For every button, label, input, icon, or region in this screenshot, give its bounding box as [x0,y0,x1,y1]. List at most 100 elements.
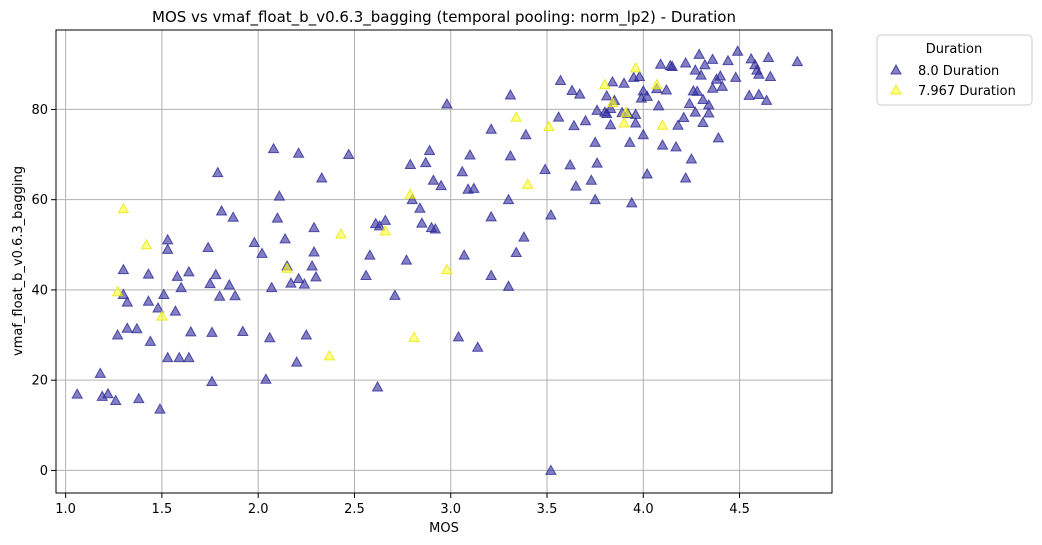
data-point-series-1 [521,178,534,189]
data-point-series-0 [625,196,638,208]
data-point-series-0 [722,54,734,66]
data-point-series-0 [306,259,318,271]
data-point-series-0 [697,93,709,104]
data-point-series-0 [184,325,197,337]
data-point-series-0 [206,375,218,387]
data-point-series-0 [427,174,440,185]
chart-title: MOS vs vmaf_float_b_v0.6.3_bagging (temp… [152,8,736,27]
data-point-series-0 [633,70,646,81]
y-tick-label: 80 [31,103,48,118]
data-point-series-1 [379,224,392,236]
data-point-series-0 [204,277,216,289]
data-point-series-0 [554,74,567,86]
data-point-series-0 [161,351,174,363]
data-point-series-0 [456,165,469,177]
data-point-series-0 [121,322,134,333]
x-tick-label: 2.0 [248,502,269,517]
data-point-series-0 [419,156,432,168]
data-point-series-1 [618,116,630,128]
data-point-series-0 [423,144,436,155]
data-point-series-0 [121,296,134,307]
data-point-series-0 [745,52,757,64]
data-point-series-0 [568,119,580,131]
data-point-series-0 [579,114,592,126]
data-point-series-0 [689,106,702,117]
data-point-series-0 [175,281,188,293]
data-point-series-1 [598,78,611,90]
data-point-series-1 [656,119,669,130]
data-point-series-0 [209,268,222,280]
data-point-series-0 [585,174,598,185]
data-point-series-0 [267,142,280,154]
data-point-series-1 [117,202,130,214]
data-point-series-0 [371,380,384,392]
data-point-series-1 [111,285,124,297]
data-point-series-0 [308,221,320,233]
data-point-series-1 [281,262,293,273]
data-point-series-0 [169,305,182,316]
data-point-series-0 [689,64,702,75]
data-point-series-0 [604,118,617,130]
data-point-series-0 [654,58,667,69]
data-point-series-0 [111,329,124,340]
data-point-series-0 [260,373,272,384]
data-point-series-0 [729,71,742,82]
data-point-series-0 [752,68,765,79]
y-axis-label: vmaf_float_b_v0.6.3_bagging [11,166,26,356]
data-point-series-0 [485,210,498,222]
data-point-series-1 [650,78,663,90]
plot-frame [55,29,833,494]
data-point-series-0 [731,45,744,56]
data-point-series-0 [589,193,602,205]
data-point-series-0 [379,214,392,225]
data-point-series-0 [471,341,484,352]
data-point-series-1 [510,111,523,122]
data-point-series-0 [236,325,249,336]
data-point-series-0 [679,171,692,183]
data-point-series-0 [279,232,291,244]
data-point-series-0 [310,270,322,282]
data-point-series-0 [502,193,515,205]
data-point-series-0 [564,158,576,170]
data-point-series-0 [699,58,711,70]
data-point-series-0 [695,69,707,80]
data-point-series-0 [545,464,557,475]
legend-marker-8-duration [890,63,902,75]
data-point-series-0 [171,270,184,281]
legend-label-7967-duration: 7.967 Duration [918,84,1016,99]
data-point-series-0 [539,163,551,174]
legend-entry-7967-duration: 7.967 Duration [890,83,1016,99]
data-point-series-0 [157,288,170,299]
data-point-series-0 [441,97,453,109]
data-point-series-1 [543,120,555,132]
data-point-series-0 [144,335,157,346]
data-point-series-0 [545,208,557,220]
data-point-series-0 [702,98,715,110]
y-tick-label: 0 [40,464,48,479]
data-point-series-0 [791,55,804,67]
axis-ticks: 1.0 1.5 2.0 2.5 3.0 3.5 4.0 4.5 0 20 40 60 80 [31,103,749,517]
data-point-series-0 [292,272,305,284]
data-point-series-0 [660,83,673,95]
data-point-series-0 [227,211,240,222]
data-point-series-0 [414,202,426,213]
data-point-series-0 [762,51,775,63]
data-point-series-1 [335,227,347,239]
data-point-series-0 [672,119,684,130]
data-point-series-0 [265,281,278,293]
data-point-series-0 [656,139,669,150]
data-point-series-0 [400,254,413,265]
data-markers [71,45,804,475]
data-point-series-1 [629,61,642,73]
data-point-series-0 [298,278,311,289]
data-point-series-0 [132,392,145,404]
data-point-series-0 [573,88,586,99]
data-point-series-0 [142,268,155,279]
data-point-series-0 [94,367,107,378]
data-point-series-0 [504,88,517,100]
data-point-series-0 [566,84,578,95]
legend-entry-8-duration: 8.0 Duration [890,63,999,79]
data-point-series-0 [706,82,719,93]
data-point-series-0 [697,116,709,128]
